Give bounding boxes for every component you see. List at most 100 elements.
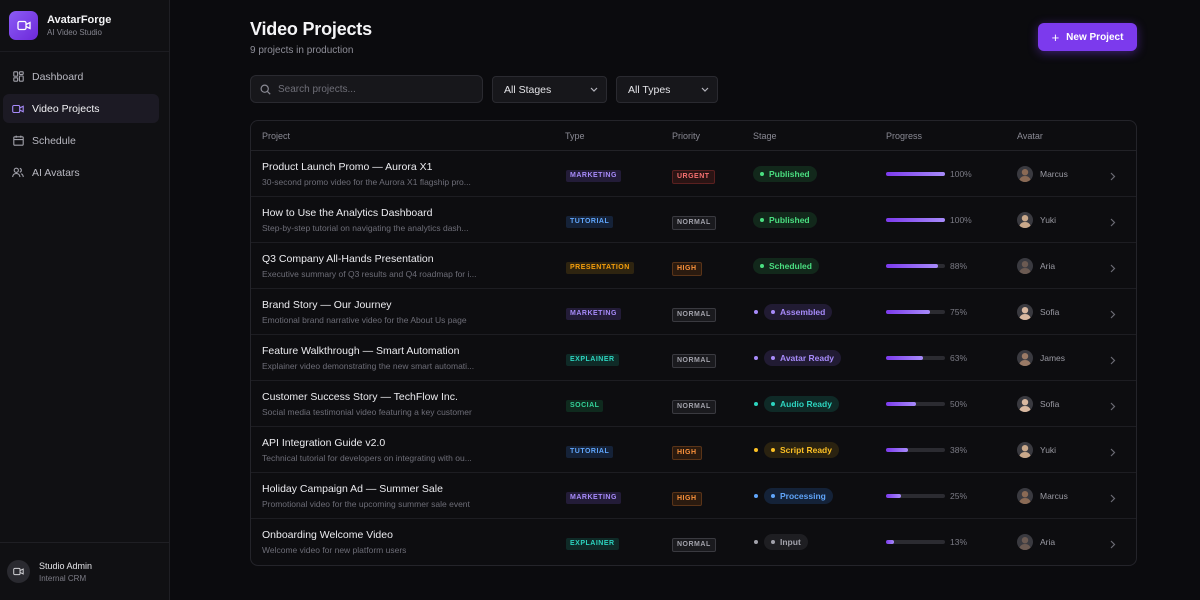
progress-percent: 63%	[950, 353, 968, 363]
page-subtitle: 9 projects in production	[250, 45, 354, 56]
table-row[interactable]: Feature Walkthrough — Smart Automation Ex…	[251, 335, 1136, 381]
progress-bar	[886, 494, 945, 498]
chevron-right-icon[interactable]	[1110, 536, 1118, 549]
column-header-priority[interactable]: Priority	[672, 131, 701, 141]
search-input[interactable]	[278, 83, 468, 95]
stage-label: Audio Ready	[780, 399, 832, 409]
avatar-name: Marcus	[1040, 169, 1068, 179]
stage-status-dot	[771, 540, 775, 544]
project-title: Holiday Campaign Ad — Summer Sale	[262, 483, 443, 495]
stage-badge: Input	[764, 534, 808, 550]
project-title: Onboarding Welcome Video	[262, 529, 393, 541]
type-filter-value: All Types	[628, 83, 671, 96]
table-row[interactable]: Holiday Campaign Ad — Summer Sale Promoti…	[251, 473, 1136, 519]
brand[interactable]: AvatarForge AI Video Studio	[0, 0, 169, 52]
avatar	[1017, 166, 1033, 182]
stage-badge: Processing	[764, 488, 833, 504]
stage-badge: Avatar Ready	[764, 350, 842, 366]
projects-table: Project Type Priority Stage Progress Ava…	[250, 120, 1137, 566]
progress-bar	[886, 310, 945, 314]
table-row[interactable]: API Integration Guide v2.0 Technical tuto…	[251, 427, 1136, 473]
sidebar-item-schedule[interactable]: Schedule	[3, 126, 159, 155]
new-project-button[interactable]: + New Project	[1038, 23, 1137, 51]
table-row[interactable]: Product Launch Promo — Aurora X1 30-secon…	[251, 151, 1136, 197]
table-row[interactable]: Q3 Company All-Hands Presentation Executi…	[251, 243, 1136, 289]
sidebar-item-dashboard[interactable]: Dashboard	[3, 62, 159, 91]
type-badge: EXPLAINER	[566, 354, 619, 366]
chevron-right-icon[interactable]	[1110, 168, 1118, 181]
progress-fill	[886, 310, 931, 314]
avatar-name: Aria	[1040, 537, 1056, 547]
avatar-name: Sofia	[1040, 307, 1060, 317]
app-subtitle: AI Video Studio	[47, 28, 103, 37]
chevron-down-icon	[590, 87, 598, 92]
video-icon	[13, 567, 24, 576]
project-description: Executive summary of Q3 results and Q4 r…	[262, 269, 477, 279]
type-badge: TUTORIAL	[566, 446, 614, 458]
progress-bar	[886, 540, 945, 544]
priority-badge: NORMAL	[672, 354, 716, 368]
chevron-right-icon[interactable]	[1110, 214, 1118, 227]
type-filter-select[interactable]: All Types	[616, 76, 718, 103]
stage-indicator-dot	[754, 310, 758, 314]
avatar-name: Yuki	[1040, 215, 1057, 225]
sidebar-item-label: Schedule	[32, 134, 76, 147]
progress-percent: 38%	[950, 445, 968, 455]
user-role: Internal CRM	[39, 573, 87, 583]
progress-percent: 88%	[950, 261, 968, 271]
stage-label: Published	[769, 169, 810, 179]
progress-percent: 50%	[950, 399, 968, 409]
chevron-right-icon[interactable]	[1110, 260, 1118, 273]
project-description: 30-second promo video for the Aurora X1 …	[262, 177, 471, 187]
user-profile[interactable]: Studio Admin Internal CRM	[0, 542, 170, 600]
priority-badge: NORMAL	[672, 216, 716, 230]
priority-badge: HIGH	[672, 262, 702, 276]
progress-percent: 100%	[950, 215, 972, 225]
stage-status-dot	[771, 494, 775, 498]
sidebar: AvatarForge AI Video Studio Dashboard Vi…	[0, 0, 170, 600]
table-row[interactable]: Onboarding Welcome Video Welcome video fo…	[251, 519, 1136, 565]
progress-bar	[886, 172, 945, 176]
chevron-right-icon[interactable]	[1110, 444, 1118, 457]
chevron-right-icon[interactable]	[1110, 398, 1118, 411]
chevron-right-icon[interactable]	[1110, 490, 1118, 503]
column-header-project[interactable]: Project	[262, 131, 291, 141]
stage-indicator-dot	[754, 356, 758, 360]
stage-filter-select[interactable]: All Stages	[492, 76, 607, 103]
sidebar-item-video-projects[interactable]: Video Projects	[3, 94, 159, 123]
chevron-right-icon[interactable]	[1110, 306, 1118, 319]
stage-status-dot	[771, 402, 775, 406]
search-box[interactable]	[250, 75, 483, 103]
project-title: How to Use the Analytics Dashboard	[262, 207, 433, 219]
stage-badge: Published	[753, 166, 817, 182]
progress-bar	[886, 402, 945, 406]
chevron-right-icon[interactable]	[1110, 352, 1118, 365]
progress-percent: 75%	[950, 307, 968, 317]
progress-fill	[886, 172, 945, 176]
progress-fill	[886, 448, 909, 452]
table-row[interactable]: How to Use the Analytics Dashboard Step-b…	[251, 197, 1136, 243]
progress-bar	[886, 448, 945, 452]
progress-bar	[886, 356, 945, 360]
column-header-avatar[interactable]: Avatar	[1017, 131, 1043, 141]
column-header-progress[interactable]: Progress	[886, 131, 923, 141]
type-badge: MARKETING	[566, 492, 621, 504]
stage-label: Scheduled	[769, 261, 812, 271]
sidebar-item-label: AI Avatars	[32, 166, 80, 179]
sidebar-item-ai-avatars[interactable]: AI Avatars	[3, 158, 159, 187]
column-header-type[interactable]: Type	[565, 131, 585, 141]
progress-bar	[886, 218, 945, 222]
type-badge: SOCIAL	[566, 400, 604, 412]
stage-label: Processing	[780, 491, 826, 501]
table-row[interactable]: Brand Story — Our Journey Emotional brand…	[251, 289, 1136, 335]
table-row[interactable]: Customer Success Story — TechFlow Inc. So…	[251, 381, 1136, 427]
stage-status-dot	[760, 218, 764, 222]
stage-badge: Audio Ready	[764, 396, 839, 412]
progress-percent: 100%	[950, 169, 972, 179]
table-header: Project Type Priority Stage Progress Ava…	[251, 121, 1136, 151]
column-header-stage[interactable]: Stage	[753, 131, 777, 141]
progress-fill	[886, 402, 916, 406]
type-badge: MARKETING	[566, 170, 621, 182]
project-title: Product Launch Promo — Aurora X1	[262, 161, 433, 173]
stage-label: Script Ready	[780, 445, 832, 455]
